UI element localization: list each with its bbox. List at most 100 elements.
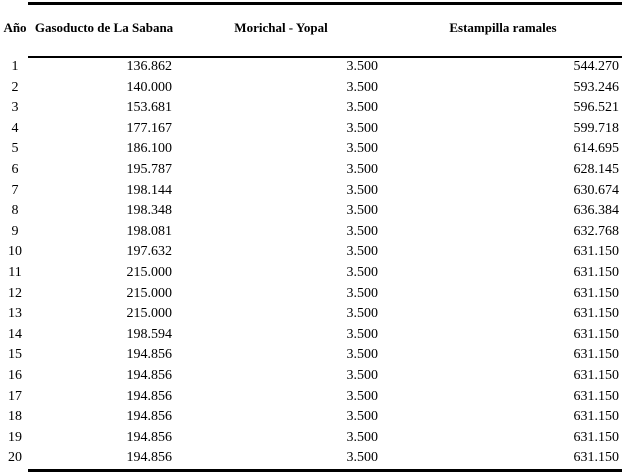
estampilla-cell: 636.384 xyxy=(573,203,620,219)
morichal-cell: 3.500 xyxy=(346,182,379,198)
year-cell: 10 xyxy=(8,244,22,260)
gasoducto-cell: 194.856 xyxy=(126,409,173,425)
column-header-morichal: Morichal - Yopal xyxy=(234,20,328,35)
morichal-cell: 3.500 xyxy=(346,326,379,342)
year-cell: 14 xyxy=(8,326,22,342)
gasoducto-cell: 195.787 xyxy=(126,161,173,177)
gasoducto-cell: 197.632 xyxy=(126,244,173,260)
morichal-cell: 3.500 xyxy=(346,161,379,177)
year-cell: 11 xyxy=(8,264,22,280)
morichal-cell: 3.500 xyxy=(346,388,379,404)
table-row: 2 140.000 3.500 593.246 xyxy=(0,78,622,99)
gasoducto-cell: 198.594 xyxy=(126,326,173,342)
column-header-estampilla: Estampilla ramales xyxy=(449,20,557,35)
table-row: 5 186.100 3.500 614.695 xyxy=(0,139,622,160)
table-row: 6 195.787 3.500 628.145 xyxy=(0,160,622,181)
gasoducto-cell: 194.856 xyxy=(126,450,173,466)
table-row: 17 194.856 3.500 631.150 xyxy=(0,387,622,408)
table-row: 16 194.856 3.500 631.150 xyxy=(0,366,622,387)
year-cell: 20 xyxy=(8,450,22,466)
year-cell: 15 xyxy=(8,347,22,363)
estampilla-cell: 631.150 xyxy=(573,450,620,466)
year-cell: 5 xyxy=(11,141,19,157)
table-row: 10 197.632 3.500 631.150 xyxy=(0,242,622,263)
table-row: 13 215.000 3.500 631.150 xyxy=(0,304,622,325)
morichal-cell: 3.500 xyxy=(346,264,379,280)
gasoducto-cell: 177.167 xyxy=(126,120,173,136)
morichal-cell: 3.500 xyxy=(346,367,379,383)
table-row: 7 198.144 3.500 630.674 xyxy=(0,181,622,202)
gasoducto-cell: 136.862 xyxy=(126,59,173,74)
gasoducto-cell: 140.000 xyxy=(126,79,173,95)
table-header-row: Año Gasoducto de La Sabana Morichal - Yo… xyxy=(0,4,622,52)
table-row: 18 194.856 3.500 631.150 xyxy=(0,407,622,428)
morichal-cell: 3.500 xyxy=(346,59,379,74)
estampilla-cell: 632.768 xyxy=(573,223,620,239)
year-cell: 9 xyxy=(11,223,19,239)
morichal-cell: 3.500 xyxy=(346,244,379,260)
gasoducto-cell: 215.000 xyxy=(126,306,173,322)
year-cell: 4 xyxy=(11,120,19,136)
year-cell: 8 xyxy=(11,203,19,219)
table-row: 20 194.856 3.500 631.150 xyxy=(0,448,622,469)
table-row: 1 136.862 3.500 544.270 xyxy=(0,57,622,78)
year-cell: 1 xyxy=(11,59,19,74)
column-header-ano: Año xyxy=(3,20,27,35)
estampilla-cell: 614.695 xyxy=(573,141,620,157)
gasoducto-cell: 215.000 xyxy=(126,264,173,280)
estampilla-cell: 631.150 xyxy=(573,326,620,342)
estampilla-cell: 631.150 xyxy=(573,244,620,260)
table-row: 12 215.000 3.500 631.150 xyxy=(0,284,622,305)
estampilla-cell: 596.521 xyxy=(573,100,620,116)
estampilla-cell: 631.150 xyxy=(573,306,620,322)
estampilla-cell: 631.150 xyxy=(573,264,620,280)
morichal-cell: 3.500 xyxy=(346,120,379,136)
gasoducto-cell: 153.681 xyxy=(126,100,173,116)
gasoducto-cell: 194.856 xyxy=(126,367,173,383)
morichal-cell: 3.500 xyxy=(346,450,379,466)
estampilla-cell: 631.150 xyxy=(573,409,620,425)
morichal-cell: 3.500 xyxy=(346,347,379,363)
table-row: 19 194.856 3.500 631.150 xyxy=(0,428,622,449)
table-row: 14 198.594 3.500 631.150 xyxy=(0,325,622,346)
morichal-cell: 3.500 xyxy=(346,79,379,95)
gasoducto-cell: 198.144 xyxy=(126,182,173,198)
estampilla-cell: 544.270 xyxy=(573,59,620,74)
gasoducto-cell: 198.348 xyxy=(126,203,173,219)
morichal-cell: 3.500 xyxy=(346,285,379,301)
year-cell: 3 xyxy=(11,100,19,116)
estampilla-cell: 630.674 xyxy=(573,182,620,198)
year-cell: 7 xyxy=(11,182,19,198)
gasoducto-cell: 198.081 xyxy=(126,223,173,239)
morichal-cell: 3.500 xyxy=(346,429,379,445)
year-cell: 16 xyxy=(8,367,22,383)
table-top-rule xyxy=(28,2,622,5)
table-row: 3 153.681 3.500 596.521 xyxy=(0,98,622,119)
table-row: 8 198.348 3.500 636.384 xyxy=(0,201,622,222)
year-cell: 17 xyxy=(8,388,22,404)
table-row: 9 198.081 3.500 632.768 xyxy=(0,222,622,243)
year-cell: 6 xyxy=(11,161,19,177)
gasoducto-cell: 194.856 xyxy=(126,429,173,445)
table-body: 1 136.862 3.500 544.270 2 140.000 3.500 … xyxy=(0,57,622,469)
estampilla-cell: 631.150 xyxy=(573,429,620,445)
morichal-cell: 3.500 xyxy=(346,141,379,157)
year-cell: 18 xyxy=(8,409,22,425)
table-row: 15 194.856 3.500 631.150 xyxy=(0,345,622,366)
estampilla-cell: 631.150 xyxy=(573,388,620,404)
gasoducto-cell: 186.100 xyxy=(126,141,173,157)
year-cell: 2 xyxy=(11,79,19,95)
estampilla-cell: 631.150 xyxy=(573,347,620,363)
estampilla-cell: 631.150 xyxy=(573,367,620,383)
morichal-cell: 3.500 xyxy=(346,203,379,219)
morichal-cell: 3.500 xyxy=(346,100,379,116)
table-row: 11 215.000 3.500 631.150 xyxy=(0,263,622,284)
gasoducto-cell: 194.856 xyxy=(126,347,173,363)
column-header-gasoducto: Gasoducto de La Sabana xyxy=(34,20,174,35)
morichal-cell: 3.500 xyxy=(346,306,379,322)
gasoducto-cell: 215.000 xyxy=(126,285,173,301)
estampilla-cell: 628.145 xyxy=(573,161,620,177)
year-cell: 19 xyxy=(8,429,22,445)
gasoducto-cell: 194.856 xyxy=(126,388,173,404)
